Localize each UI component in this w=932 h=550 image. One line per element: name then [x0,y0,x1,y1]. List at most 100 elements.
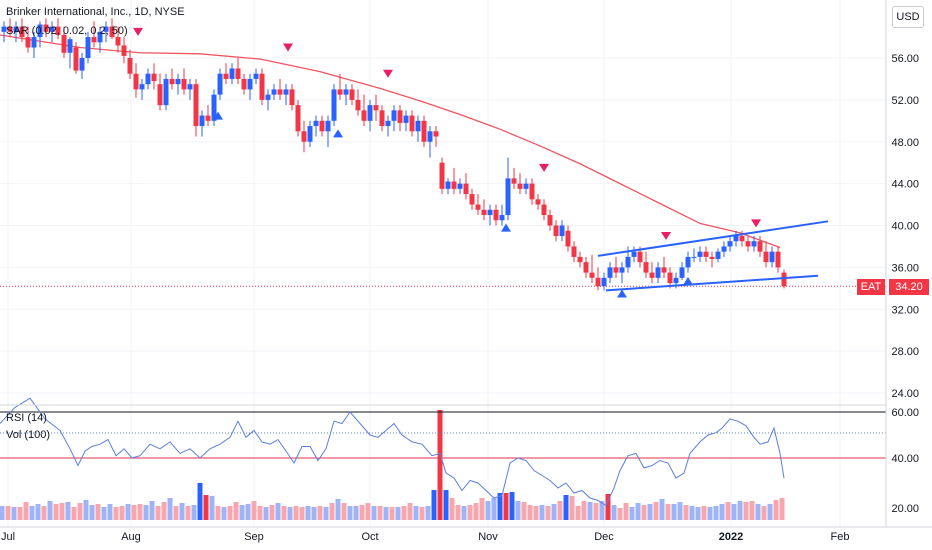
candle-body [697,251,703,257]
candle-body [625,256,631,268]
candle-body [493,209,499,221]
candle-body [751,241,757,247]
volume-bar [719,504,725,520]
volume-bar [323,507,329,520]
candle-body [373,105,379,111]
volume-bar [341,503,347,520]
candle-body [37,24,43,38]
sar-legend: SAR (0.02, 0.02, 0.2, 50) [6,25,128,37]
volume-bar [755,504,761,520]
volume-bar [65,502,71,520]
volume-bar [185,506,191,520]
volume-bar [647,504,653,520]
price-tick-label: 52.00 [891,95,919,107]
candle-body [517,183,523,189]
candle-body [457,183,463,189]
candle-body [463,183,469,195]
volume-bar [413,506,419,520]
price-tick-label: 24.00 [891,388,919,400]
candle-body [637,251,643,263]
volume-bar [467,505,473,520]
volume-bar [503,493,509,520]
sar-buy-marker [617,289,627,298]
candle-body [115,37,121,46]
candle-body [709,256,715,259]
date-label: Jul [1,531,15,543]
candle-body [439,162,445,189]
candle-body [7,26,13,32]
candle-body [415,120,421,132]
candle-body [391,110,397,121]
candle-body [535,199,541,205]
volume-bar [299,507,305,520]
volume-bar [371,506,377,520]
price-channel[interactable] [597,220,829,292]
candle-body [133,73,139,90]
volume-bar [41,506,47,520]
candle-body [691,256,697,258]
volume-bar [5,506,11,520]
candle-body [289,89,295,106]
candle-body [91,37,97,43]
volume-bar [515,501,521,520]
price-tick-label: 56.00 [891,53,919,65]
volume-bar [359,505,365,520]
volume-bar [275,503,281,520]
volume-bar [731,504,737,520]
volume-bar [257,506,263,520]
volume-bar [623,503,629,520]
candle-body [67,39,73,53]
sar-buy-marker [333,129,343,138]
volume-bar [95,504,101,520]
volume-bar [683,505,689,520]
volume-bar [527,505,533,520]
candle-body [403,115,409,123]
volume-bar [455,505,461,520]
candle-body [529,183,535,200]
candle-body [295,105,301,132]
price-tag: 34.20 [889,279,929,295]
sar-sell-marker [539,163,549,172]
candle-body [397,110,403,123]
volume-bar [263,507,269,520]
rsi-legend: RSI (14) [6,412,47,424]
volume-bar [311,507,317,520]
candle-body [229,68,235,79]
candle-body [421,120,427,142]
candle-body [487,209,493,216]
candle-body [409,115,415,132]
currency-button[interactable]: USD [892,6,924,28]
sar-buy-marker [501,223,511,232]
candle-body [301,131,307,142]
candle-body [169,78,175,85]
volume-bar [431,490,437,520]
volume-bar [137,504,143,520]
candlestick-series [1,18,787,291]
candle-body [223,73,229,79]
date-label: Sep [244,531,264,543]
candle-body [385,120,391,127]
volume-bar [725,502,731,520]
candle-body [259,73,265,100]
candle-body [175,78,181,85]
candle-body [667,272,673,284]
candle-body [79,58,85,71]
volume-bar [407,503,413,520]
volume-bar [665,504,671,520]
candle-body [13,26,19,32]
candle-body [613,267,619,273]
ma-line [0,34,781,249]
candle-body [469,194,475,205]
candle-body [595,277,601,287]
volume-bar [611,505,617,520]
volume-bar [707,507,713,520]
candle-body [475,204,481,210]
volume-bar [569,496,575,520]
sar-sell-marker [133,27,143,36]
volume-bar [635,503,641,520]
lower-tick-label: 20.00 [891,503,919,515]
candle-body [601,277,607,287]
candle-body [121,45,127,56]
